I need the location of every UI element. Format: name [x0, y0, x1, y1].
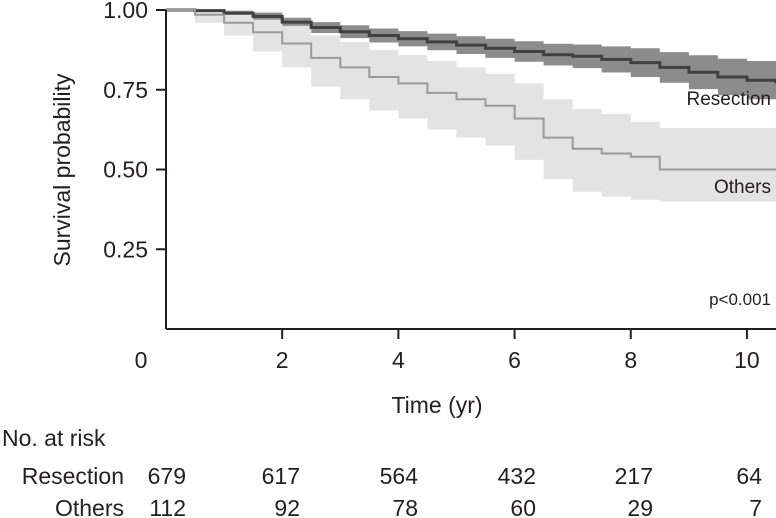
- risk-cell: 112: [149, 495, 186, 518]
- x-tick-label: 0: [135, 347, 148, 373]
- risk-table-title: No. at risk: [2, 425, 106, 451]
- risk-cell: 92: [274, 495, 300, 518]
- confidence-bands: [166, 10, 776, 202]
- x-tick-label: 10: [734, 347, 760, 373]
- y-tick-label: 0.50: [103, 157, 148, 183]
- risk-cell: 564: [380, 463, 419, 489]
- risk-cell: 432: [498, 463, 536, 489]
- y-tick-label: 1.00: [103, 0, 148, 23]
- risk-cell: 78: [392, 495, 418, 518]
- risk-cell: 217: [615, 463, 653, 489]
- x-axis-ticks: 0 2 4 6 8 10: [135, 329, 760, 373]
- survival-curves: [166, 8, 776, 171]
- y-axis-title: Survival probability: [49, 73, 75, 267]
- risk-cell: 679: [148, 463, 186, 489]
- x-axis-title: Time (yr): [391, 392, 482, 418]
- risk-row-label: Others: [55, 495, 124, 518]
- risk-cell: 60: [510, 495, 536, 518]
- x-tick-label: 2: [276, 347, 289, 373]
- others-curve-label: Others: [714, 177, 771, 198]
- risk-cell: 64: [736, 463, 762, 489]
- p-value-annotation: p<0.001: [709, 290, 771, 309]
- risk-cell: 7: [749, 495, 762, 518]
- risk-row-label: Resection: [22, 463, 124, 489]
- resection-curve-label: Resection: [687, 89, 772, 110]
- risk-cell: 29: [627, 495, 653, 518]
- y-tick-label: 0.25: [103, 236, 148, 262]
- risk-table: Resection 679 617 564 432 217 64 Others 112 92 78 6…: [22, 463, 762, 518]
- confidence-band-resection: [166, 10, 776, 105]
- risk-cell: 617: [262, 463, 300, 489]
- x-tick-label: 8: [624, 347, 637, 373]
- survival-line-resection: [166, 8, 776, 84]
- x-tick-label: 6: [508, 347, 521, 373]
- x-tick-label: 4: [392, 347, 405, 373]
- y-axis-ticks: 1.00 0.75 0.50 0.25: [103, 0, 166, 262]
- survival-line-others: [166, 9, 776, 171]
- y-tick-label: 0.75: [103, 77, 148, 103]
